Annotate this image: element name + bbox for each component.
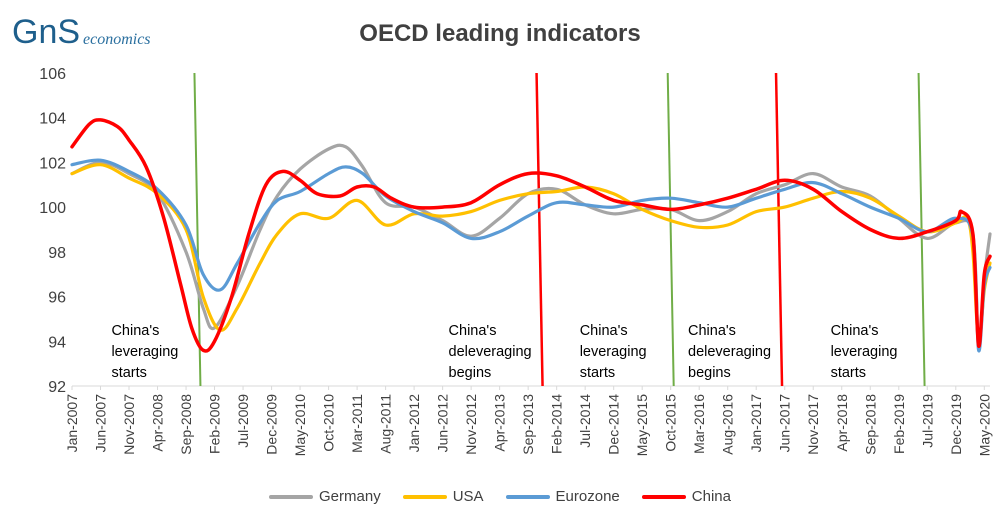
legend-item-eurozone: Eurozone (505, 488, 620, 505)
x-tick-label: Feb-2014 (549, 394, 565, 454)
chart-title: OECD leading indicators (359, 20, 641, 47)
x-tick-label: Mar-2011 (349, 394, 365, 453)
axes-layer: 92 94 96 98 100 102 104 106 Jan-2007 Jun-2007 Nov-… (39, 66, 992, 456)
marker-annotation: deleveraging (449, 344, 532, 360)
logo-mark-icon: GnS (12, 13, 80, 51)
marker-annotation: China's (449, 323, 497, 339)
marker-annotation: begins (688, 365, 731, 381)
marker-annotation: China's (688, 323, 736, 339)
x-tick-label: Jan-2007 (64, 394, 80, 453)
legend-item-germany: Germany (269, 488, 381, 505)
x-tick-label: Apr-2013 (492, 394, 508, 452)
marker-annotation: China's (580, 323, 628, 339)
x-tick-label: Dec-2019 (948, 394, 964, 455)
x-tick-label: Oct-2010 (321, 394, 337, 452)
x-tick-label: Mar-2016 (691, 394, 707, 454)
x-tick-label: May-2010 (292, 394, 308, 456)
legend-label: Eurozone (555, 488, 620, 505)
logo-letters: GnS (12, 13, 80, 51)
series-line-china (70, 118, 992, 353)
marker-annotation: deleveraging (688, 344, 771, 360)
x-tick-label: Nov-2017 (805, 394, 821, 455)
marker-line-leveraging (193, 72, 202, 387)
y-tick-label: 96 (48, 290, 66, 307)
y-tick-label: 98 (48, 245, 66, 262)
legend-item-china: China (641, 488, 731, 505)
x-tick-label: Apr-2018 (834, 394, 850, 452)
y-tick-label: 92 (48, 379, 66, 396)
legend-label: China (691, 488, 731, 505)
marker-annotation: starts (111, 365, 146, 381)
legend-item-usa: USA (402, 488, 484, 505)
series-layer (70, 118, 992, 353)
x-tick-label: Jul-2014 (577, 394, 593, 448)
markers-layer (193, 72, 926, 387)
x-tick-label: Dec-2014 (606, 394, 622, 455)
logo-word: economics (83, 31, 151, 48)
x-tick-label: Sep-2013 (520, 394, 536, 455)
legend-swatch (505, 494, 550, 499)
y-tick-label: 104 (39, 111, 66, 128)
x-tick-label: Feb-2009 (207, 394, 223, 454)
x-tick-label: Oct-2015 (663, 394, 679, 452)
y-tick-label: 102 (39, 155, 66, 172)
x-tick-label: May-2020 (976, 394, 992, 456)
x-tick-label: Jul-2019 (919, 394, 935, 448)
marker-annotation: leveraging (580, 344, 647, 360)
series-line-eurozone (70, 158, 992, 353)
x-tick-label: Jun-2017 (777, 394, 793, 453)
x-tick-label: Jun-2007 (93, 394, 109, 453)
marker-annotation: leveraging (831, 344, 898, 360)
x-tick-label: Feb-2019 (891, 394, 907, 454)
x-tick-label: Sep-2008 (178, 394, 194, 455)
x-tick-label: Nov-2012 (463, 394, 479, 455)
marker-line-deleveraging (535, 72, 544, 387)
brand-logo: GnS economics (10, 10, 180, 55)
x-tick-label: Nov-2007 (121, 394, 137, 455)
marker-line-deleveraging (774, 72, 784, 387)
marker-annotation: begins (449, 365, 492, 381)
x-tick-label: Dec-2009 (264, 394, 280, 455)
labels-layer: China's leveraging starts China's deleveragi… (111, 323, 897, 381)
x-tick-label: May-2015 (634, 394, 650, 456)
x-tick-label: Jan-2017 (748, 394, 764, 453)
legend-swatch (402, 494, 447, 499)
y-tick-label: 106 (39, 66, 66, 83)
chart-legend: Germany USA Eurozone China (0, 488, 1000, 505)
y-tick-label: 100 (39, 200, 66, 217)
x-tick-label: Aug-2016 (720, 394, 736, 455)
x-tick-label: Jul-2009 (235, 394, 251, 448)
legend-swatch (269, 494, 314, 499)
x-tick-label: Apr-2008 (150, 394, 166, 452)
marker-annotation: starts (831, 365, 866, 381)
x-tick-label: Aug-2011 (378, 394, 394, 454)
marker-line-leveraging (666, 72, 675, 387)
x-tick-label: Jan-2012 (406, 394, 422, 453)
marker-annotation: China's (111, 323, 159, 339)
x-tick-label: Jun-2012 (435, 394, 451, 453)
marker-annotation: starts (580, 365, 615, 381)
x-tick-label: Sep-2018 (862, 394, 878, 455)
legend-label: USA (452, 488, 484, 505)
y-tick-label: 94 (48, 334, 66, 351)
marker-annotation: China's (831, 323, 879, 339)
marker-annotation: leveraging (111, 344, 178, 360)
legend-swatch (641, 494, 686, 499)
legend-label: Germany (319, 488, 381, 505)
